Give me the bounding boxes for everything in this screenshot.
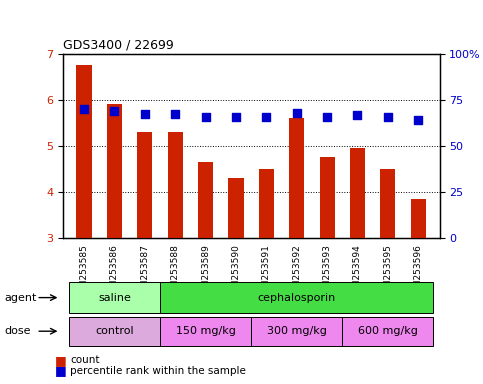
Text: 150 mg/kg: 150 mg/kg <box>176 326 236 336</box>
Text: GDS3400 / 22699: GDS3400 / 22699 <box>63 38 173 51</box>
Bar <box>198 162 213 238</box>
Bar <box>411 199 426 238</box>
Text: saline: saline <box>98 293 131 303</box>
Bar <box>137 132 153 238</box>
Bar <box>76 65 92 238</box>
Bar <box>380 169 396 238</box>
Point <box>293 110 300 116</box>
Point <box>111 108 118 114</box>
Point <box>80 106 88 112</box>
Bar <box>228 178 243 238</box>
Text: 300 mg/kg: 300 mg/kg <box>267 326 327 336</box>
Text: 600 mg/kg: 600 mg/kg <box>358 326 418 336</box>
Bar <box>259 169 274 238</box>
Text: cephalosporin: cephalosporin <box>257 293 336 303</box>
Text: ■: ■ <box>55 354 66 367</box>
Bar <box>320 157 335 238</box>
Point <box>202 114 210 121</box>
Text: agent: agent <box>5 293 37 303</box>
Bar <box>168 132 183 238</box>
Text: count: count <box>70 355 99 365</box>
Point <box>414 117 422 123</box>
Point <box>354 112 361 118</box>
Point <box>262 114 270 121</box>
Text: control: control <box>95 326 134 336</box>
Text: ■: ■ <box>55 364 66 377</box>
Bar <box>107 104 122 238</box>
Point <box>171 111 179 117</box>
Point <box>384 114 392 121</box>
Text: dose: dose <box>5 326 31 336</box>
Point <box>323 114 331 121</box>
Bar <box>350 148 365 238</box>
Point <box>232 114 240 121</box>
Point <box>141 111 149 117</box>
Text: percentile rank within the sample: percentile rank within the sample <box>70 366 246 376</box>
Bar <box>289 118 304 238</box>
